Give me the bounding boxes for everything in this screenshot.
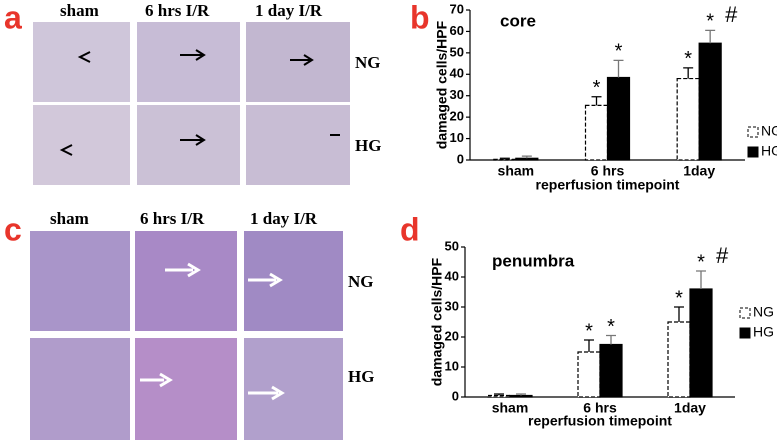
column-header: 1 day I/R bbox=[250, 209, 318, 228]
bar bbox=[493, 158, 517, 161]
error-bar bbox=[674, 306, 684, 322]
micrograph bbox=[33, 105, 130, 185]
micrograph bbox=[135, 338, 237, 440]
column-header: 1 day I/R bbox=[255, 1, 323, 20]
bar bbox=[689, 288, 713, 398]
panel-label: a bbox=[4, 0, 22, 35]
error-bar bbox=[494, 393, 504, 396]
y-tick-label: 50 bbox=[445, 238, 459, 253]
x-axis-label: reperfusion timepoint bbox=[536, 177, 680, 193]
micrograph bbox=[30, 231, 130, 331]
error-bar bbox=[696, 270, 706, 289]
micrograph bbox=[246, 105, 350, 185]
arrows bbox=[140, 262, 285, 401]
micrograph bbox=[137, 22, 240, 102]
column-header: 6 hrs I/R bbox=[140, 209, 205, 228]
y-tick-label: 0 bbox=[457, 151, 464, 166]
error-bar bbox=[499, 157, 510, 160]
y-tick-label: 50 bbox=[450, 44, 464, 59]
legend-swatch bbox=[747, 146, 759, 158]
error-bar bbox=[591, 96, 602, 106]
legend-swatch bbox=[739, 327, 751, 339]
arrows bbox=[180, 49, 340, 146]
chart-title: penumbra bbox=[492, 251, 575, 270]
y-axis-label: damaged cells/HPF bbox=[434, 20, 450, 149]
bar bbox=[667, 321, 691, 398]
micrograph bbox=[137, 105, 240, 185]
row-header: HG bbox=[355, 136, 381, 155]
significance: * bbox=[684, 48, 692, 70]
legend-swatch bbox=[747, 126, 759, 138]
micrograph bbox=[135, 231, 237, 331]
micrographs-c bbox=[30, 231, 343, 440]
y-tick-label: 60 bbox=[450, 23, 464, 38]
x-tick-label: sham bbox=[498, 163, 535, 179]
x-tick-label: 1day bbox=[674, 400, 706, 416]
column-header: sham bbox=[60, 1, 99, 20]
bar bbox=[577, 351, 601, 398]
significance: * bbox=[697, 251, 705, 273]
column-header: sham bbox=[50, 209, 89, 228]
row-header: NG bbox=[355, 53, 381, 72]
significance: * bbox=[675, 287, 683, 309]
x-tick-label: 1day bbox=[683, 163, 715, 179]
row-header: HG bbox=[348, 367, 374, 386]
x-tick-label: sham bbox=[492, 400, 529, 416]
arrowheads bbox=[59, 51, 91, 156]
y-tick-label: 30 bbox=[445, 298, 459, 313]
error-bar bbox=[683, 67, 694, 79]
micrographs-a bbox=[33, 22, 350, 185]
error-bar bbox=[613, 59, 624, 78]
error-bar bbox=[516, 393, 526, 396]
bar bbox=[515, 157, 539, 161]
bar bbox=[509, 394, 533, 398]
significance: * bbox=[593, 77, 601, 99]
y-tick-label: 40 bbox=[445, 268, 459, 283]
x-tick-label: 6 hrs bbox=[583, 400, 617, 416]
error-bar bbox=[584, 339, 594, 352]
panel-label: b bbox=[410, 0, 430, 35]
annotation: # bbox=[725, 2, 738, 27]
y-tick-label: 0 bbox=[452, 388, 459, 403]
bar bbox=[698, 42, 722, 161]
legend-label: NG bbox=[761, 123, 777, 139]
significance: * bbox=[607, 316, 615, 338]
y-axis-label: damaged cells/HPF bbox=[429, 257, 445, 386]
y-tick-label: 10 bbox=[450, 130, 464, 145]
significance: * bbox=[585, 320, 593, 342]
bar bbox=[606, 76, 631, 161]
y-tick-label: 20 bbox=[450, 109, 464, 124]
x-axis-label: reperfusion timepoint bbox=[528, 413, 672, 429]
micrograph bbox=[33, 22, 130, 102]
legend-label: HG bbox=[753, 324, 774, 340]
y-tick-label: 30 bbox=[450, 87, 464, 102]
legend-swatch bbox=[739, 307, 751, 319]
bar bbox=[599, 343, 623, 398]
chart-title: core bbox=[500, 11, 536, 30]
annotation: # bbox=[716, 243, 729, 268]
y-tick-label: 70 bbox=[450, 1, 464, 16]
micrograph bbox=[30, 338, 130, 440]
error-bar bbox=[705, 29, 716, 44]
bar bbox=[584, 104, 609, 161]
legend-label: HG bbox=[761, 143, 777, 159]
y-tick-label: 40 bbox=[450, 66, 464, 81]
bar bbox=[676, 77, 700, 161]
error-bar bbox=[521, 155, 532, 159]
row-header: NG bbox=[348, 272, 374, 291]
x-tick-label: 6 hrs bbox=[591, 163, 625, 179]
y-tick-label: 20 bbox=[445, 328, 459, 343]
column-header: 6 hrs I/R bbox=[145, 1, 210, 20]
micrograph bbox=[246, 22, 350, 102]
bar bbox=[487, 394, 511, 398]
y-tick-label: 10 bbox=[445, 358, 459, 373]
legend-label: NG bbox=[753, 304, 774, 320]
error-bar bbox=[606, 334, 616, 345]
significance: * bbox=[615, 41, 623, 63]
panel-label: c bbox=[4, 211, 22, 247]
micrograph bbox=[244, 338, 343, 440]
significance: * bbox=[706, 11, 714, 33]
panel-label: d bbox=[400, 211, 420, 247]
